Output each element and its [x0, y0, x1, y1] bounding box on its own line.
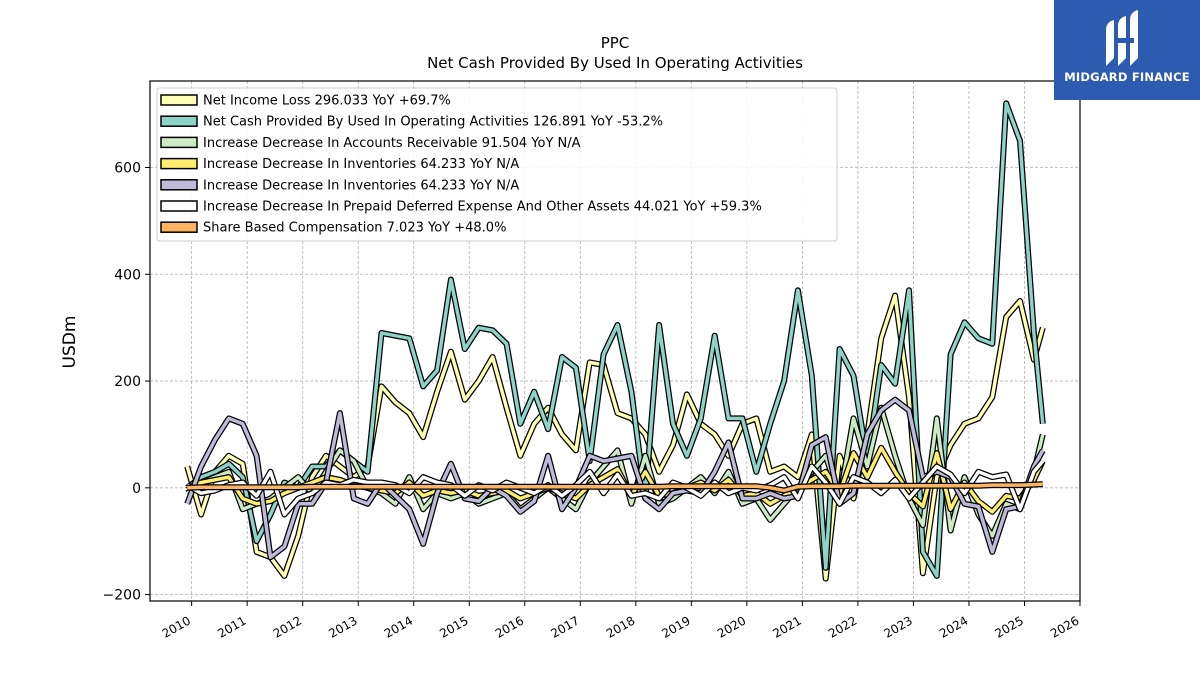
legend-label: Increase Decrease In Inventories 64.233 …: [203, 178, 519, 193]
legend-swatch: [160, 115, 198, 127]
legend-swatch: [160, 94, 198, 106]
series-6: [185, 459, 1046, 518]
series-7: [187, 481, 1043, 494]
y-tick-label: 200: [114, 374, 141, 390]
chart-subtitle: Net Cash Provided By Used In Operating A…: [427, 54, 803, 72]
midgard-logo-icon: [1106, 10, 1138, 66]
x-tick-label: 2016: [493, 613, 526, 640]
x-tick-label: 2017: [548, 613, 581, 640]
x-tick-label: 2012: [271, 613, 304, 640]
series-lines: [184, 100, 1046, 582]
x-tick-label: 2013: [326, 613, 359, 640]
legend: Net Income Loss 296.033 YoY +69.7% Net Ca…: [156, 87, 838, 242]
x-tick-label: 2014: [382, 613, 415, 640]
plot-frame: [149, 80, 1081, 602]
x-tick-label: 2025: [993, 613, 1026, 640]
legend-label: Increase Decrease In Inventories 64.233 …: [203, 157, 519, 172]
legend-swatch: [160, 179, 198, 191]
legend-label: Share Based Compensation 7.023 YoY +48.0…: [203, 221, 506, 236]
legend-label: Increase Decrease In Accounts Receivable…: [203, 136, 581, 151]
x-tick-label: 2024: [937, 613, 970, 640]
legend-swatch: [160, 136, 198, 149]
y-axis-label: USDm: [60, 316, 80, 369]
x-tick-label: 2011: [215, 613, 248, 640]
brand-name: MIDGARD FINANCE: [1064, 70, 1190, 84]
brand-logo: MIDGARD FINANCE: [1054, 0, 1200, 100]
x-tick-label: 2021: [770, 613, 803, 640]
y-tick-label: 0: [132, 481, 141, 497]
x-tick-label: 2018: [604, 613, 637, 640]
legend-swatch: [160, 157, 198, 170]
x-tick-label: 2026: [1048, 613, 1081, 640]
legend-swatch: [160, 200, 198, 212]
series-line: [186, 459, 1045, 517]
x-tick-label: 2020: [715, 613, 748, 640]
y-tick-label: −200: [103, 588, 141, 604]
y-tick-label: 400: [114, 267, 141, 283]
x-tick-label: 2019: [659, 613, 692, 640]
series-line: [185, 397, 1045, 559]
legend-box: [156, 87, 838, 242]
chart-title: PPC: [601, 34, 630, 52]
series-line: [187, 482, 1043, 493]
series-5: [184, 396, 1046, 561]
legend-label: Net Income Loss 296.033 YoY +69.7%: [203, 94, 451, 109]
x-tick-label: 2023: [881, 613, 914, 640]
x-tick-label: 2015: [437, 613, 470, 640]
legend-label: Net Cash Provided By Used In Operating A…: [203, 115, 663, 130]
y-tick-label: 600: [114, 160, 141, 176]
x-tick-label: 2010: [160, 613, 193, 640]
legend-label: Increase Decrease In Prepaid Deferred Ex…: [203, 200, 762, 215]
x-tick-label: 2022: [826, 613, 859, 640]
legend-swatch: [160, 221, 198, 233]
